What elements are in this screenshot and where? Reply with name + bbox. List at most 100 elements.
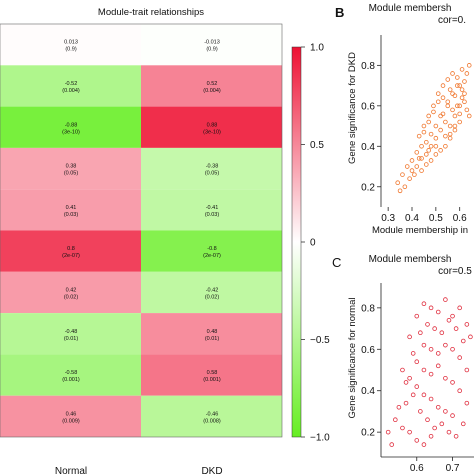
data-point (460, 421, 466, 427)
panel-c-ylabel: Gene significance for normal (347, 298, 358, 419)
data-point (412, 172, 417, 177)
data-point (464, 367, 470, 373)
data-point (443, 375, 448, 381)
data-point (416, 156, 422, 161)
data-point (432, 326, 437, 331)
data-point (457, 305, 462, 311)
data-point (450, 107, 455, 113)
data-point (403, 380, 409, 385)
data-point (432, 425, 437, 431)
heatmap-cell (141, 271, 282, 314)
y-tick-label: 0.8 (361, 303, 375, 314)
heatmap-cell (0, 189, 141, 231)
y-tick-label: 0.6 (361, 101, 375, 112)
cell-correlation-label: 0.52 (207, 81, 218, 87)
data-point (428, 371, 434, 377)
colorbar-ticks: 1.0 0.5 0 −0.5 −1.0 (301, 43, 330, 444)
data-point (426, 119, 431, 125)
panel-b-letter: B (335, 5, 344, 20)
heatmap-column-label: Normal (55, 466, 87, 474)
data-point (459, 87, 465, 92)
cell-correlation-label: -0.42 (206, 287, 219, 293)
data-point (447, 87, 453, 92)
y-tick-label: 0.4 (361, 386, 375, 397)
heatmap-cell (141, 354, 282, 396)
panel-c-title: Module membersh (369, 254, 452, 265)
heatmap-cell (0, 354, 141, 396)
heatmap-cell (0, 271, 141, 314)
data-point (453, 433, 459, 439)
data-point (400, 425, 405, 431)
cell-correlation-label: 0.8 (67, 246, 75, 252)
data-point (421, 442, 427, 447)
data-point (455, 103, 460, 109)
cell-correlation-label: -0.58 (65, 370, 78, 376)
data-point (464, 71, 470, 76)
data-point (393, 417, 398, 423)
data-point (428, 433, 434, 439)
data-point (397, 188, 403, 194)
data-point (431, 109, 436, 115)
cell-pvalue-label: (0.02) (64, 294, 79, 300)
data-point (435, 363, 441, 369)
data-point (404, 164, 410, 169)
x-tick-label: 0.6 (410, 463, 424, 474)
data-point (407, 375, 412, 381)
heatmap-cells (0, 23, 283, 438)
colorbar-tick-label: −1.0 (310, 433, 330, 444)
data-point (464, 322, 470, 327)
panel-b-title: Module membersh (369, 3, 452, 14)
cell-pvalue-label: (0.009) (62, 418, 80, 424)
data-point (421, 367, 427, 373)
data-point (424, 139, 429, 145)
data-point (407, 429, 412, 435)
data-point (403, 400, 409, 406)
data-point (421, 301, 427, 307)
heatmap-cell (141, 65, 282, 107)
heatmap-cell (141, 230, 282, 272)
panel-c-subtitle: cor=0.5 (438, 266, 472, 277)
data-point (433, 135, 439, 141)
data-point (446, 317, 452, 323)
panel-b-points (395, 63, 472, 194)
data-point (457, 119, 462, 125)
data-point (440, 95, 446, 101)
heatmap-cell (141, 147, 282, 190)
data-point (435, 99, 441, 105)
data-point (419, 168, 424, 173)
data-point (452, 123, 458, 129)
data-point (421, 129, 427, 135)
data-point (433, 143, 439, 149)
x-tick-label: 0.4 (405, 213, 419, 224)
data-point (443, 119, 448, 125)
data-point (428, 143, 434, 149)
data-point (438, 127, 443, 133)
data-point (452, 127, 458, 133)
data-point (457, 103, 462, 109)
data-point (457, 111, 462, 117)
data-point (464, 400, 470, 406)
panel-b-axes: 0.2 0.4 0.6 0.8 0.3 0.4 0.5 0.6 (361, 35, 467, 224)
panel-b-subtitle: cor=0. (438, 15, 466, 26)
x-tick-label: 0.3 (381, 213, 395, 224)
heatmap-cell (141, 313, 282, 355)
cell-pvalue-label: (0.03) (64, 212, 79, 218)
cell-pvalue-label: (3e-10) (203, 129, 221, 135)
cell-correlation-label: 0.38 (66, 164, 77, 170)
cell-pvalue-label: (0.9) (206, 47, 217, 53)
x-tick-label: 0.7 (446, 463, 460, 474)
data-point (462, 99, 467, 105)
cell-correlation-label: -0.46 (206, 411, 219, 417)
data-point (402, 184, 408, 190)
cell-pvalue-label: (0.9) (65, 47, 76, 53)
cell-pvalue-label: (0.008) (203, 418, 221, 424)
data-point (385, 429, 391, 435)
data-point (457, 355, 462, 360)
data-point (435, 309, 441, 315)
heatmap-panel: Module-trait relationships 0.013(0.9)-0.… (0, 7, 283, 474)
cell-pvalue-label: (0.004) (203, 88, 221, 94)
data-point (433, 152, 439, 157)
data-point (446, 429, 452, 435)
cell-pvalue-label: (0.03) (205, 212, 220, 218)
colorbar-tick-label: 0 (310, 238, 316, 249)
